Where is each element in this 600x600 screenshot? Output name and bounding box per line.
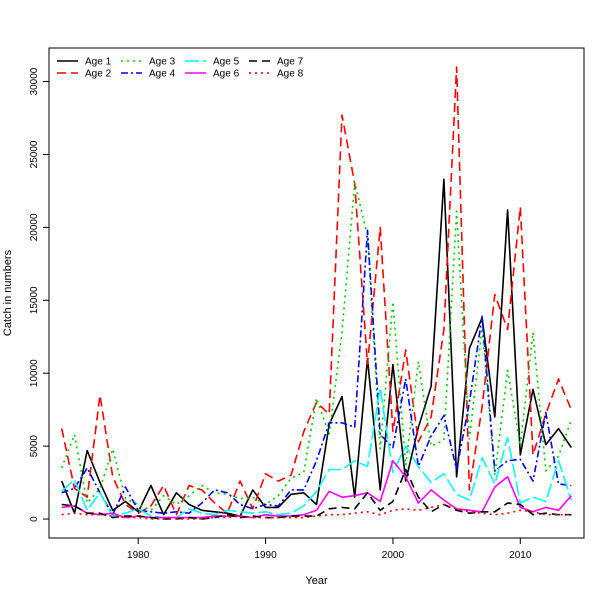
x-tick-label: 2010 xyxy=(509,550,532,561)
legend-label-5: Age 5 xyxy=(213,57,240,68)
y-axis: 0 5000 10000 15000 20000 25000 30000 xyxy=(29,67,49,522)
legend-label-3: Age 3 xyxy=(149,57,176,68)
y-tick-label: 10000 xyxy=(29,359,40,387)
series-line-6 xyxy=(61,459,572,519)
legend-label-8: Age 8 xyxy=(277,69,304,80)
y-tick-label: 20000 xyxy=(29,213,40,241)
y-tick-label: 15000 xyxy=(29,286,40,314)
legend-label-6: Age 6 xyxy=(213,69,240,80)
series-line-1 xyxy=(60,178,572,517)
legend-label-4: Age 4 xyxy=(149,69,176,80)
x-tick-label: 1980 xyxy=(127,550,150,561)
x-tick-label: 2000 xyxy=(382,550,405,561)
x-axis: 1980 1990 2000 2010 xyxy=(127,538,532,561)
legend-label-7: Age 7 xyxy=(277,57,304,68)
series-lines xyxy=(60,66,573,520)
series-line-2 xyxy=(60,66,573,516)
series-line-8 xyxy=(61,503,572,520)
x-axis-label: Year xyxy=(305,575,328,587)
legend-label-1: Age 1 xyxy=(85,57,112,68)
legend-label-2: Age 2 xyxy=(85,69,112,80)
series-line-5 xyxy=(61,386,573,519)
series-line-7 xyxy=(61,468,572,520)
y-tick-label: 0 xyxy=(29,516,40,522)
x-tick-label: 1990 xyxy=(254,550,277,561)
y-tick-label: 30000 xyxy=(29,67,40,95)
plot-frame xyxy=(48,47,585,539)
series-line-3 xyxy=(60,181,573,512)
y-axis-label: Catch in numbers xyxy=(2,249,14,336)
y-tick-label: 5000 xyxy=(29,435,40,458)
y-tick-label: 25000 xyxy=(29,140,40,168)
series-line-4 xyxy=(61,229,572,516)
